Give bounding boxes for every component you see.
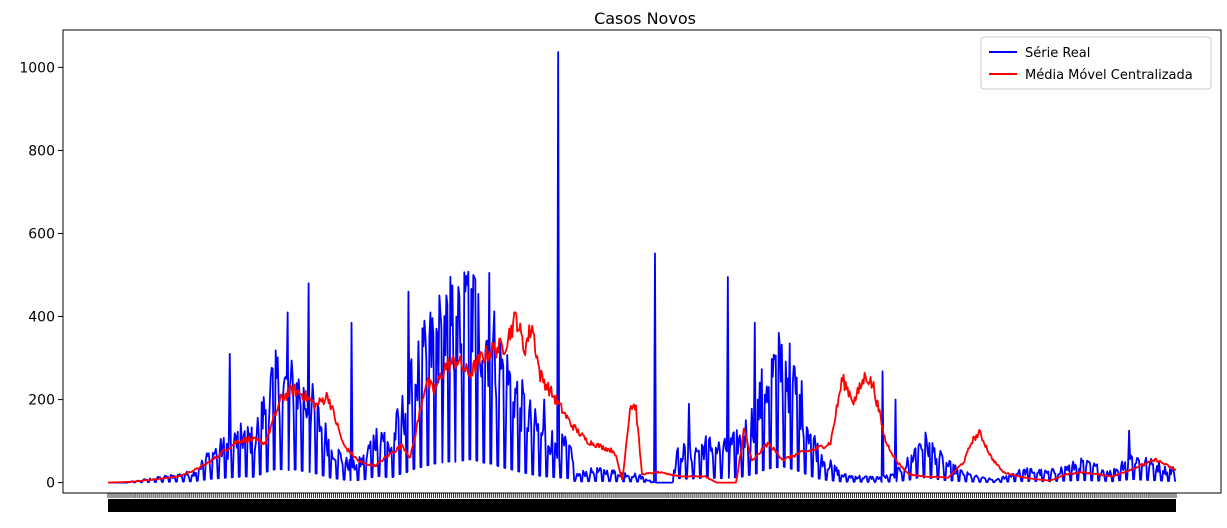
y-tick-label: 0 (46, 476, 55, 492)
y-tick-label: 800 (28, 143, 55, 159)
legend-box (980, 36, 1212, 90)
plot-frame (62, 29, 1222, 494)
y-tick-label: 600 (28, 226, 55, 242)
y-tick-label: 400 (28, 310, 55, 326)
y-tick-label: 1000 (19, 60, 55, 76)
chart-title: Casos Novos (594, 9, 696, 28)
legend: Série Real Média Móvel Centralizada (980, 36, 1212, 90)
series-line-real (108, 51, 1177, 484)
plot-area (107, 51, 1177, 484)
legend-label: Média Móvel Centralizada (1025, 68, 1193, 83)
x-tick-labels-overlap (108, 499, 1176, 512)
x-ticks (107, 493, 1177, 498)
y-tick-label: 200 (28, 393, 55, 409)
x-axis (107, 493, 1177, 512)
y-axis: 0 200 400 600 800 1000 (19, 60, 63, 492)
legend-label: Série Real (1025, 46, 1090, 61)
series-line-moving-average (107, 311, 1177, 484)
